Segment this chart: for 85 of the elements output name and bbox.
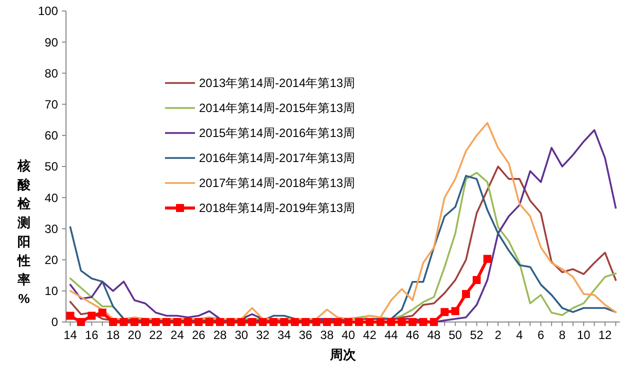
point [173, 318, 182, 326]
legend-label: 2017年第14周-2018年第13周 [199, 176, 356, 190]
x-tick-label: 18 [106, 328, 120, 342]
x-tick-label: 30 [234, 328, 248, 342]
point [419, 318, 428, 326]
point [120, 318, 128, 326]
x-tick-label: 48 [427, 328, 441, 342]
x-tick-label: 42 [363, 328, 377, 342]
x-tick-label: 44 [384, 328, 398, 342]
legend-label: 2018年第14周-2019年第13周 [199, 201, 356, 216]
x-tick-label: 50 [448, 328, 462, 342]
point [280, 318, 288, 326]
point [258, 318, 267, 326]
point [344, 318, 352, 326]
y-tick-label: 40 [44, 190, 58, 205]
legend-label: 2016年第14周-2017年第13周 [199, 151, 356, 166]
point [290, 318, 299, 326]
point [451, 307, 460, 316]
point [205, 318, 214, 326]
point [88, 312, 96, 320]
point [462, 290, 470, 298]
point [226, 318, 235, 326]
x-tick-label: 52 [470, 328, 484, 342]
y-axis-title: 核酸检测阳性率% [16, 158, 32, 306]
point [366, 318, 374, 326]
x-tick-label: 8 [558, 328, 566, 342]
point [152, 318, 160, 326]
y-tick-label: 90 [44, 35, 58, 50]
point [322, 318, 331, 326]
x-tick-label: 10 [576, 328, 591, 342]
x-axis-title: 周次 [329, 347, 357, 362]
x-tick-label: 46 [406, 328, 420, 342]
point [194, 318, 203, 326]
x-tick-label: 22 [149, 328, 163, 342]
x-tick-label: 4 [516, 328, 524, 342]
point [302, 318, 310, 326]
point [184, 318, 192, 326]
x-tick-label: 6 [538, 328, 545, 342]
point [430, 318, 438, 326]
x-tick-label: 40 [342, 328, 356, 342]
y-tick-label: 60 [44, 128, 58, 143]
legend-label: 2015年第14周-2016年第13周 [199, 126, 356, 140]
y-tick-label: 10 [44, 284, 58, 298]
point [162, 318, 171, 326]
point [387, 318, 396, 326]
x-tick-label: 24 [170, 328, 184, 342]
x-tick-label: 12 [598, 328, 612, 342]
y-tick-label: 50 [44, 160, 58, 174]
point [66, 312, 74, 320]
x-tick-label: 16 [84, 328, 99, 342]
x-tick-label: 28 [213, 328, 227, 342]
point [355, 318, 364, 326]
point [141, 318, 150, 326]
x-tick-label: 14 [64, 328, 78, 342]
x-tick-label: 20 [128, 328, 142, 342]
point [376, 318, 384, 326]
point [269, 318, 278, 326]
point [312, 318, 320, 326]
x-tick-label: 2 [494, 328, 502, 342]
x-tick-label: 36 [298, 328, 313, 342]
point [398, 318, 406, 326]
point [472, 276, 481, 284]
x-tick-label: 32 [256, 328, 270, 342]
x-tick-label: 26 [192, 328, 206, 342]
legend-label: 2014年第14周-2015年第13周 [199, 101, 356, 116]
point [76, 318, 85, 326]
point [109, 318, 118, 326]
y-tick-label: 70 [44, 98, 58, 112]
y-tick-label: 100 [38, 4, 58, 18]
point [483, 254, 492, 263]
y-tick-label: 30 [44, 222, 58, 236]
point [334, 318, 342, 326]
point [237, 318, 246, 326]
x-tick-label: 34 [278, 328, 292, 342]
y-tick-label: 0 [51, 315, 58, 330]
point [408, 318, 417, 326]
point [248, 318, 256, 326]
point [130, 318, 138, 326]
legend-label: 2013年第14周-2014年第13周 [199, 76, 356, 90]
point [216, 318, 224, 326]
point [98, 308, 106, 317]
point [440, 308, 449, 316]
y-tick-label: 80 [44, 66, 58, 80]
x-tick-label: 38 [320, 328, 334, 342]
y-tick-label: 20 [44, 253, 58, 267]
